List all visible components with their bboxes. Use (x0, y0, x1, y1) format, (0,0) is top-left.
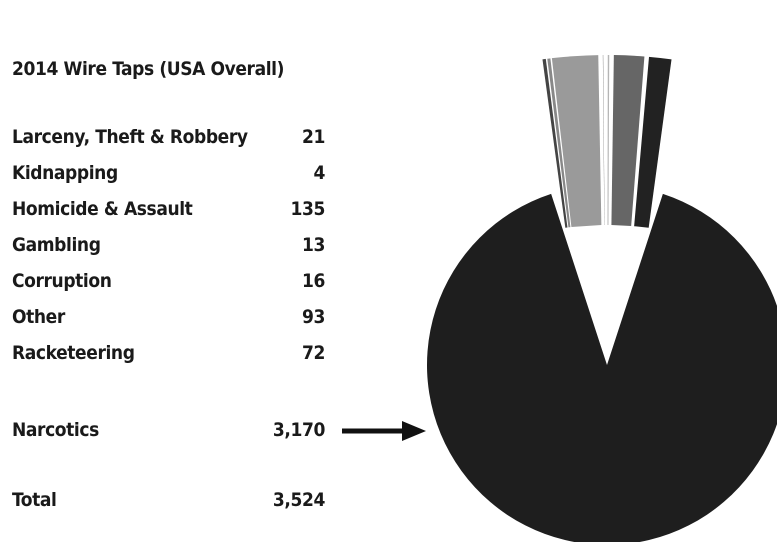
pie-slice (547, 58, 571, 228)
category-label: Corruption (12, 270, 112, 292)
category-label: Narcotics (12, 419, 99, 441)
category-label: Racketeering (12, 342, 135, 364)
pie-slice (611, 55, 645, 226)
category-value: 93 (302, 306, 325, 328)
category-label: Other (12, 306, 65, 328)
category-value: 4 (313, 162, 326, 184)
category-label: Homicide & Assault (12, 198, 193, 220)
pie-slice (607, 55, 610, 225)
category-value: 135 (290, 198, 326, 220)
category-value: 13 (302, 234, 325, 256)
category-value: 21 (302, 126, 325, 148)
total-value: 3,524 (272, 489, 325, 511)
category-label: Gambling (12, 234, 101, 256)
category-value: 3,170 (272, 419, 325, 441)
category-label: Larceny, Theft & Robbery (12, 126, 248, 148)
pie-slice (602, 55, 605, 226)
pie-slice (634, 56, 672, 228)
total-label: Total (12, 489, 57, 511)
category-value: 16 (302, 270, 325, 292)
chart-title: 2014 Wire Taps (USA Overall) (12, 58, 285, 80)
pie-slice-narcotics (427, 193, 777, 542)
category-label: Kidnapping (12, 162, 118, 184)
category-value: 72 (302, 342, 325, 364)
pie-slice (551, 55, 602, 228)
pie-slice (542, 58, 568, 228)
